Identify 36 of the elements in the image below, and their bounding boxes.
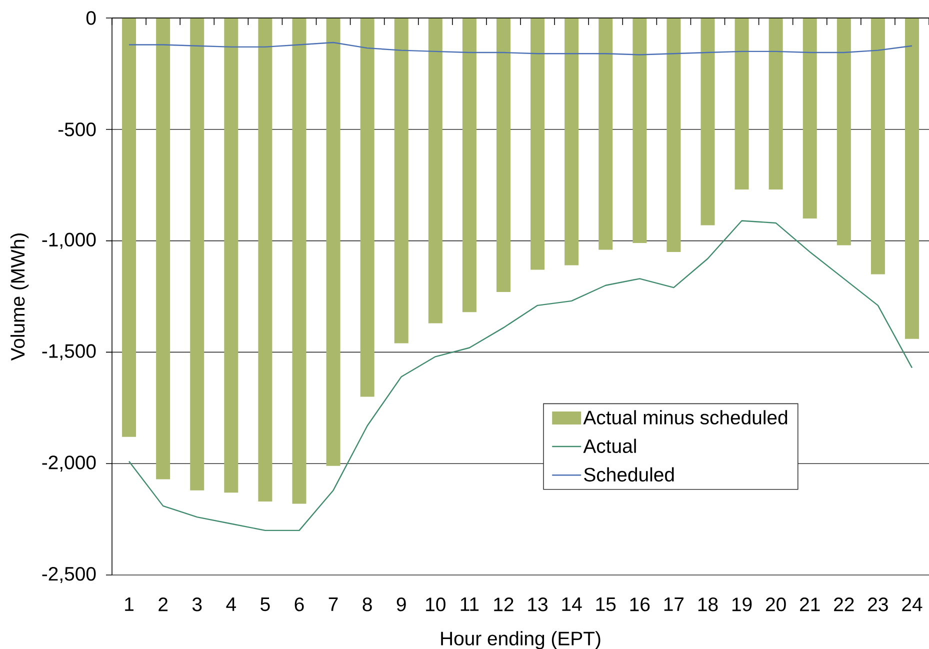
x-tick-label: 21	[800, 598, 820, 612]
x-tick-label: 6	[294, 598, 304, 612]
line-series	[128, 220, 913, 532]
x-tick-label: 16	[630, 598, 650, 612]
y-tick-label: -2,000	[42, 456, 96, 472]
x-tick-label: 7	[328, 598, 338, 611]
legend-label: Actual minus scheduled	[583, 410, 788, 424]
x-tick-label: 15	[596, 598, 616, 612]
x-tick-label: 11	[460, 598, 479, 611]
y-tick-label: -2,500	[42, 566, 96, 584]
x-tick-label: 10	[426, 598, 446, 612]
x-tick-label: 19	[732, 598, 752, 612]
legend-label: Actual	[583, 438, 636, 453]
x-tick-label: 4	[226, 598, 236, 611]
legend-label: Scheduled	[584, 467, 674, 482]
x-tick-label: 5	[260, 598, 270, 612]
y-tick-label: -500	[58, 122, 96, 136]
x-tick-label: 20	[766, 598, 786, 612]
x-tick-label: 1	[125, 598, 134, 611]
x-tick-label: 18	[698, 598, 718, 612]
x-tick-label: 22	[834, 598, 854, 612]
x-tick-label: 14	[562, 598, 582, 611]
x-tick-label: 3	[192, 598, 202, 612]
x-tick-label: 9	[396, 598, 406, 612]
x-tick-label: 23	[868, 598, 888, 612]
y-tick-label: 0	[86, 11, 96, 25]
x-tick-label: 2	[158, 598, 168, 612]
x-axis-title: Hour ending (EPT)	[441, 631, 600, 649]
y-tick-label: -1,000	[42, 232, 96, 249]
x-tick-label: 13	[528, 598, 548, 612]
y-axis-title: Volume (MWh)	[10, 234, 29, 361]
y-tick-label: -1,500	[42, 344, 96, 360]
x-tick-label: 8	[362, 598, 372, 612]
x-tick-label: 17	[664, 598, 684, 611]
x-tick-label: 12	[494, 598, 514, 612]
x-tick-label: 24	[902, 598, 922, 612]
